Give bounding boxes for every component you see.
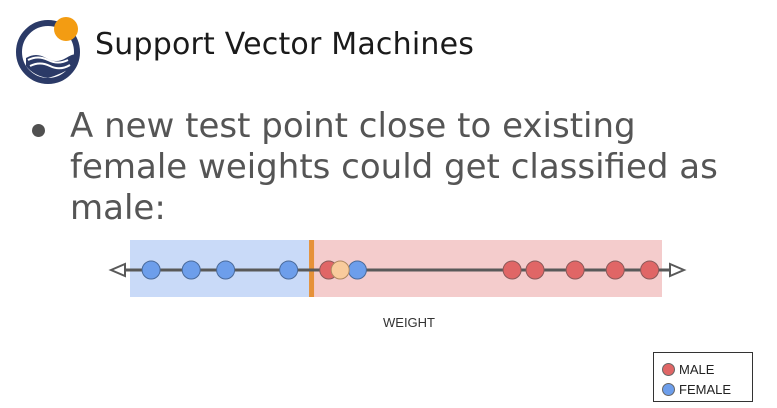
logo-icon	[16, 17, 80, 84]
male-point	[640, 260, 660, 280]
bullet-text: A new test point close to existing femal…	[70, 106, 718, 228]
female-point	[216, 260, 236, 280]
male-point	[525, 260, 545, 280]
legend: MALE FEMALE	[653, 352, 753, 402]
page-title: Support Vector Machines	[95, 27, 475, 62]
female-point	[347, 260, 367, 280]
bullet-dot	[32, 124, 45, 137]
male-point	[565, 260, 585, 280]
female-swatch	[662, 383, 675, 396]
legend-item-male: MALE	[662, 362, 714, 377]
weight-number-line: WEIGHT	[108, 240, 687, 330]
test-point	[330, 260, 350, 280]
legend-item-female: FEMALE	[662, 382, 731, 397]
legend-label-male: MALE	[679, 362, 715, 377]
male-swatch	[662, 363, 675, 376]
male-point	[502, 260, 522, 280]
legend-label-female: FEMALE	[679, 382, 732, 397]
female-point	[279, 260, 299, 280]
axis-arrow-left	[108, 262, 126, 278]
axis-label: WEIGHT	[383, 315, 435, 330]
female-point	[181, 260, 201, 280]
male-point	[605, 260, 625, 280]
axis-arrow-right	[669, 262, 687, 278]
female-point	[141, 260, 161, 280]
